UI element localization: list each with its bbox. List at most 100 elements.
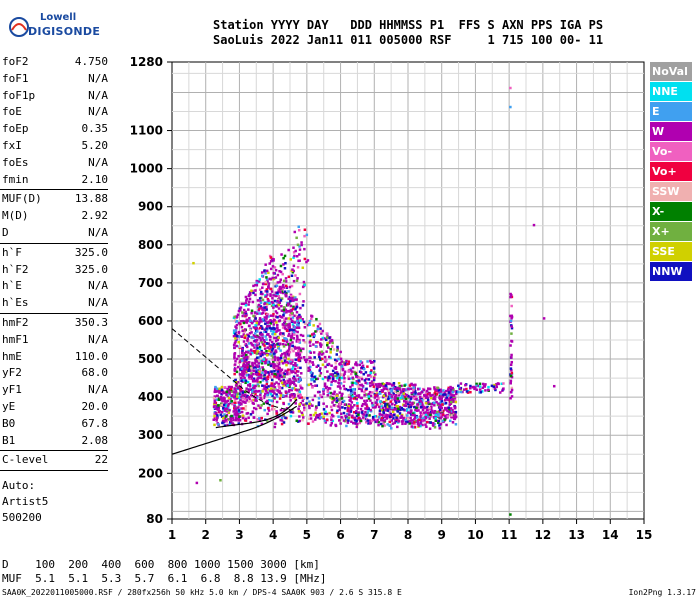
echo-point (312, 413, 316, 417)
echo-point (257, 404, 260, 407)
echo-point (260, 362, 264, 365)
echo-point (226, 406, 230, 410)
echo-point (360, 361, 364, 364)
echo-point (261, 396, 264, 399)
echo-point (266, 393, 269, 397)
echo-point (356, 418, 359, 421)
echo-point (247, 375, 251, 379)
echo-point (494, 388, 497, 392)
echo-point (377, 385, 381, 388)
echo-point (469, 384, 472, 388)
echo-point (244, 419, 248, 422)
echo-point (509, 396, 512, 400)
echo-point (282, 382, 285, 385)
echo-point (335, 399, 339, 402)
echo-point (254, 370, 258, 373)
echo-point (278, 269, 281, 273)
echo-point (293, 382, 296, 386)
echo-point (343, 377, 346, 380)
echo-point (248, 291, 252, 294)
echo-point (328, 377, 332, 380)
echo-point (262, 358, 266, 361)
echo-point (360, 383, 364, 387)
echo-point (291, 377, 295, 380)
echo-point (248, 294, 251, 297)
echo-point (329, 405, 333, 409)
echo-point (355, 410, 358, 413)
echo-point (425, 420, 429, 424)
echo-point (294, 384, 298, 387)
echo-point (268, 391, 272, 394)
echo-point (403, 404, 406, 407)
echo-point (228, 392, 231, 396)
echo-point (413, 416, 417, 419)
echo-point (394, 393, 398, 397)
echo-point (291, 381, 295, 384)
echo-point (416, 422, 420, 426)
param-label: fmin (2, 172, 29, 186)
echo-point (429, 395, 432, 398)
echo-point (220, 393, 223, 396)
echo-point (235, 410, 238, 413)
echo-point (258, 297, 262, 300)
echo-point (264, 371, 267, 375)
echo-point (308, 334, 312, 338)
echo-point (345, 412, 349, 416)
echo-point (242, 367, 245, 371)
echo-point (452, 410, 455, 414)
echo-point (357, 394, 361, 397)
echo-point (271, 404, 274, 408)
echo-point (433, 404, 436, 407)
echo-point (274, 294, 277, 298)
echo-point (249, 421, 252, 424)
echo-point (274, 276, 278, 279)
echo-point (263, 340, 266, 344)
echo-point (247, 300, 251, 304)
echo-point (330, 418, 333, 422)
echo-point (364, 401, 367, 405)
echo-point (335, 404, 338, 408)
echo-point (509, 363, 513, 367)
echo-point (309, 413, 312, 417)
param-value: 13.88 (74, 192, 108, 206)
echo-point (322, 415, 325, 418)
echo-point (242, 333, 246, 336)
echo-point (450, 393, 454, 397)
echo-point (269, 345, 273, 349)
echo-point (424, 413, 428, 417)
echo-point (423, 419, 426, 422)
echo-point (388, 410, 391, 414)
echo-point (401, 390, 405, 394)
echo-point (420, 391, 423, 394)
echo-point (371, 406, 375, 409)
echo-point (404, 404, 408, 408)
echo-point (261, 327, 264, 330)
echo-point (363, 399, 366, 403)
logo-icon (9, 17, 29, 37)
echo-point (280, 253, 283, 256)
echo-point (240, 379, 243, 383)
echo-point (269, 389, 272, 393)
echo-point (270, 372, 274, 376)
echo-point (237, 354, 240, 358)
echo-point (297, 355, 301, 358)
echo-point (417, 424, 421, 427)
echo-point (268, 324, 271, 328)
echo-point (338, 376, 341, 380)
echo-point (509, 344, 512, 347)
param-value: N/A (88, 155, 108, 169)
echo-point (255, 360, 259, 363)
echo-point (245, 299, 248, 302)
echo-point (256, 350, 259, 353)
echo-point (284, 416, 287, 420)
echo-point (303, 358, 307, 362)
echo-point (224, 408, 227, 411)
echo-point (348, 413, 351, 416)
param-row-md: M(D) 2.92 (0, 208, 110, 225)
echo-point (381, 418, 384, 422)
echo-point (428, 387, 432, 391)
echo-point (403, 409, 406, 412)
echo-point (229, 417, 233, 421)
echo-point (367, 409, 370, 412)
muf-row: MUF 5.1 5.1 5.3 5.7 6.1 6.8 8.8 13.9 [MH… (2, 572, 327, 585)
